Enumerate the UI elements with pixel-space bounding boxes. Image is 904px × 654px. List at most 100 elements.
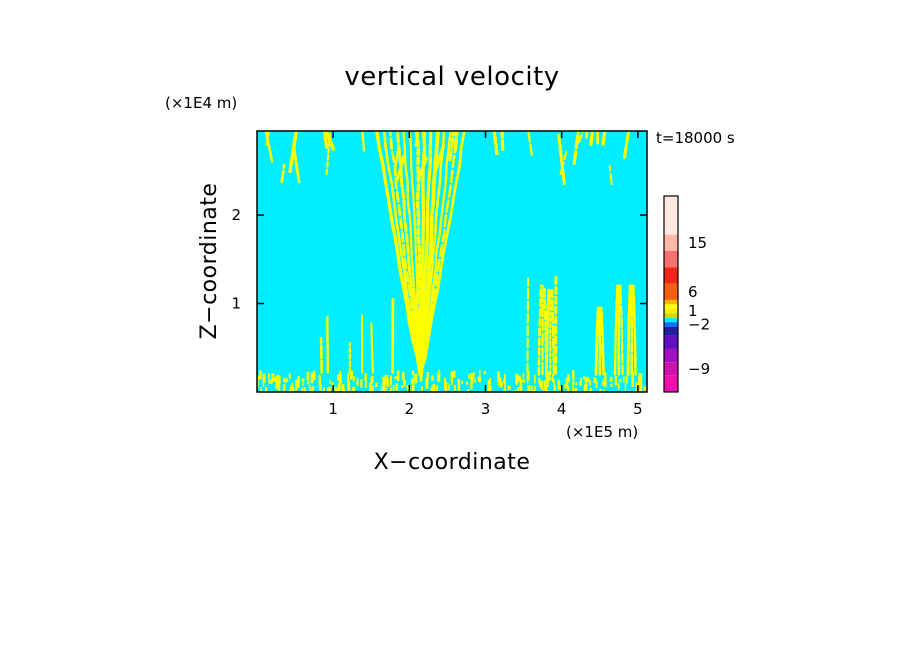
surface-speckle: [297, 376, 300, 383]
surface-speckle: [431, 375, 434, 381]
surface-speckle: [347, 380, 350, 391]
x-tick-label: 3: [481, 400, 491, 418]
surface-speckle: [414, 373, 418, 384]
surface-speckle: [502, 379, 505, 383]
surface-speckle: [311, 386, 315, 392]
surface-speckle: [268, 378, 271, 384]
surface-speckle: [382, 383, 386, 391]
upper-streak: [492, 131, 499, 156]
surface-speckle: [545, 389, 549, 392]
surface-speckle: [313, 370, 315, 381]
surface-speckle: [567, 375, 570, 379]
surface-speckle: [497, 371, 500, 382]
surface-speckle: [389, 375, 393, 386]
upper-streak: [322, 131, 329, 149]
surface-speckle: [380, 385, 383, 392]
surface-speckle: [474, 378, 477, 383]
surface-speckle: [337, 374, 340, 381]
surface-speckle: [631, 377, 635, 387]
surface-speckle: [581, 391, 585, 392]
surface-speckle: [603, 389, 605, 392]
surface-speckle: [589, 380, 591, 386]
upper-streak: [324, 131, 336, 151]
upper-streak: [608, 165, 613, 186]
surface-speckle: [517, 375, 521, 382]
colorbar-level: [664, 326, 678, 336]
y-tick-label: 2: [231, 206, 241, 224]
surface-speckle: [334, 386, 337, 392]
surface-speckle: [487, 388, 490, 392]
surface-speckle: [538, 378, 541, 384]
surface-speckle: [360, 379, 363, 388]
surface-speckle: [487, 392, 489, 398]
upper-streak: [325, 131, 332, 175]
upper-streak: [434, 145, 445, 172]
surface-speckle: [372, 385, 375, 392]
colorbar-level: [664, 335, 678, 349]
surface-speckle: [338, 373, 342, 384]
surface-speckle: [488, 385, 492, 392]
colorbar-level: [664, 299, 678, 305]
colorbar-label: −9: [688, 360, 710, 378]
surface-speckle: [413, 375, 416, 383]
surface-speckle: [593, 377, 597, 384]
x-axis-title: X−coordinate: [374, 450, 531, 475]
surface-speckle: [384, 387, 387, 392]
time-label: t=18000 s: [656, 129, 735, 147]
colorbar-label: 6: [688, 283, 698, 301]
surface-speckle: [444, 382, 448, 392]
surface-speckle: [301, 388, 304, 392]
surface-speckle: [297, 382, 300, 388]
surface-speckle: [557, 379, 561, 390]
scattered-plume: [326, 315, 329, 374]
surface-speckle: [309, 384, 311, 390]
surface-speckle: [262, 373, 266, 383]
colorbar-level: [664, 250, 678, 268]
surface-speckle: [582, 376, 586, 380]
surface-speckle: [622, 376, 625, 383]
surface-speckle: [527, 372, 530, 378]
surface-speckle: [327, 387, 329, 392]
surface-speckle: [585, 376, 588, 386]
surface-speckle: [501, 382, 504, 387]
surface-speckle: [635, 382, 638, 388]
surface-speckle: [425, 378, 429, 389]
y-unit-label: (×1E4 m): [165, 94, 237, 112]
upper-streak: [589, 131, 595, 146]
surface-speckle: [338, 382, 341, 391]
surface-speckle: [371, 375, 374, 384]
upper-streak: [395, 153, 406, 182]
surface-speckle: [352, 388, 355, 392]
chart-title: vertical velocity: [344, 62, 559, 92]
updraft-contours: [257, 131, 647, 398]
surface-speckle: [579, 381, 582, 386]
surface-speckle: [461, 380, 464, 384]
v-strand: [375, 131, 422, 376]
surface-speckle: [426, 371, 429, 381]
surface-speckle: [370, 390, 373, 392]
surface-speckle: [412, 370, 415, 376]
surface-speckle: [504, 378, 506, 390]
v-strand: [419, 131, 459, 376]
scattered-plume: [600, 343, 605, 374]
surface-speckle: [302, 382, 304, 386]
colorbar-level: [664, 234, 678, 251]
surface-speckle: [283, 384, 286, 392]
surface-speckle: [572, 370, 575, 378]
surface-speckle: [257, 375, 260, 381]
upper-streak: [527, 131, 533, 156]
surface-speckle: [270, 379, 273, 384]
plot-area: [256, 130, 648, 398]
surface-speckle: [303, 387, 306, 392]
colorbar-level: [664, 348, 678, 363]
surface-speckle: [411, 382, 415, 392]
surface-speckle: [559, 385, 563, 392]
surface-speckle: [553, 385, 556, 392]
surface-speckle: [638, 373, 641, 384]
surface-speckle: [364, 377, 367, 389]
surface-speckle: [353, 376, 356, 380]
surface-speckle: [435, 385, 439, 391]
v-strand: [402, 131, 423, 376]
colorbar-level: [664, 304, 678, 309]
